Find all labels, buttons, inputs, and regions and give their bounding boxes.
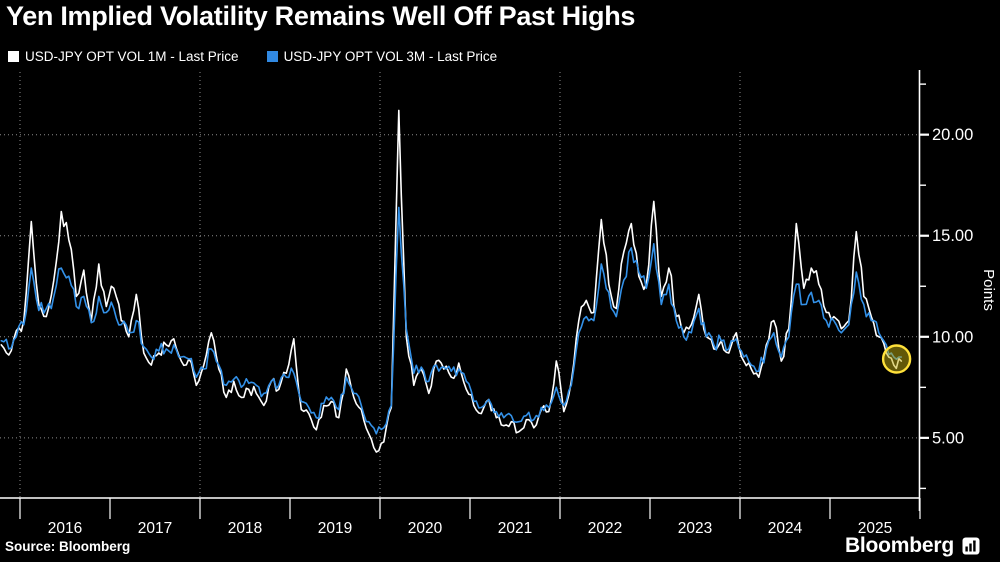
bloomberg-logo-text: Bloomberg — [844, 534, 954, 557]
legend-item-3m: USD-JPY OPT VOL 3M - Last Price — [266, 49, 498, 64]
legend-label-1m: USD-JPY OPT VOL 1M - Last Price — [25, 49, 239, 64]
chart-title: Yen Implied Volatility Remains Well Off … — [6, 1, 636, 31]
x-year-label: 2016 — [48, 520, 82, 537]
bloomberg-chart-icon — [962, 537, 980, 555]
source-credit: Source: Bloomberg — [5, 539, 131, 554]
x-year-label: 2023 — [678, 520, 712, 537]
bloomberg-logo: Bloomberg — [845, 534, 980, 558]
x-year-label: 2018 — [228, 520, 262, 537]
legend: USD-JPY OPT VOL 1M - Last Price USD-JPY … — [8, 49, 497, 64]
x-year-label: 2024 — [768, 520, 803, 537]
x-year-label: 2025 — [858, 520, 892, 537]
legend-swatch-3m-icon — [266, 51, 278, 62]
x-year-label: 2017 — [138, 520, 172, 537]
legend-label-3m: USD-JPY OPT VOL 3M - Last Price — [283, 49, 498, 64]
x-year-label: 2022 — [588, 520, 622, 537]
x-year-label: 2020 — [408, 520, 443, 537]
last-point-highlight — [881, 344, 912, 374]
y-tick-label: 10.00 — [932, 328, 973, 346]
legend-swatch-1m-icon — [8, 51, 19, 62]
y-axis-title: Points — [980, 269, 997, 311]
y-tick-label: 20.00 — [932, 126, 973, 144]
y-tick-label: 5.00 — [932, 429, 964, 447]
series-1m-line — [0, 109, 903, 453]
legend-item-1m: USD-JPY OPT VOL 1M - Last Price — [8, 49, 239, 64]
y-tick-label: 15.00 — [932, 227, 973, 245]
x-year-label: 2021 — [498, 520, 532, 537]
x-year-label: 2019 — [318, 520, 352, 537]
series-3m-line — [0, 206, 903, 435]
